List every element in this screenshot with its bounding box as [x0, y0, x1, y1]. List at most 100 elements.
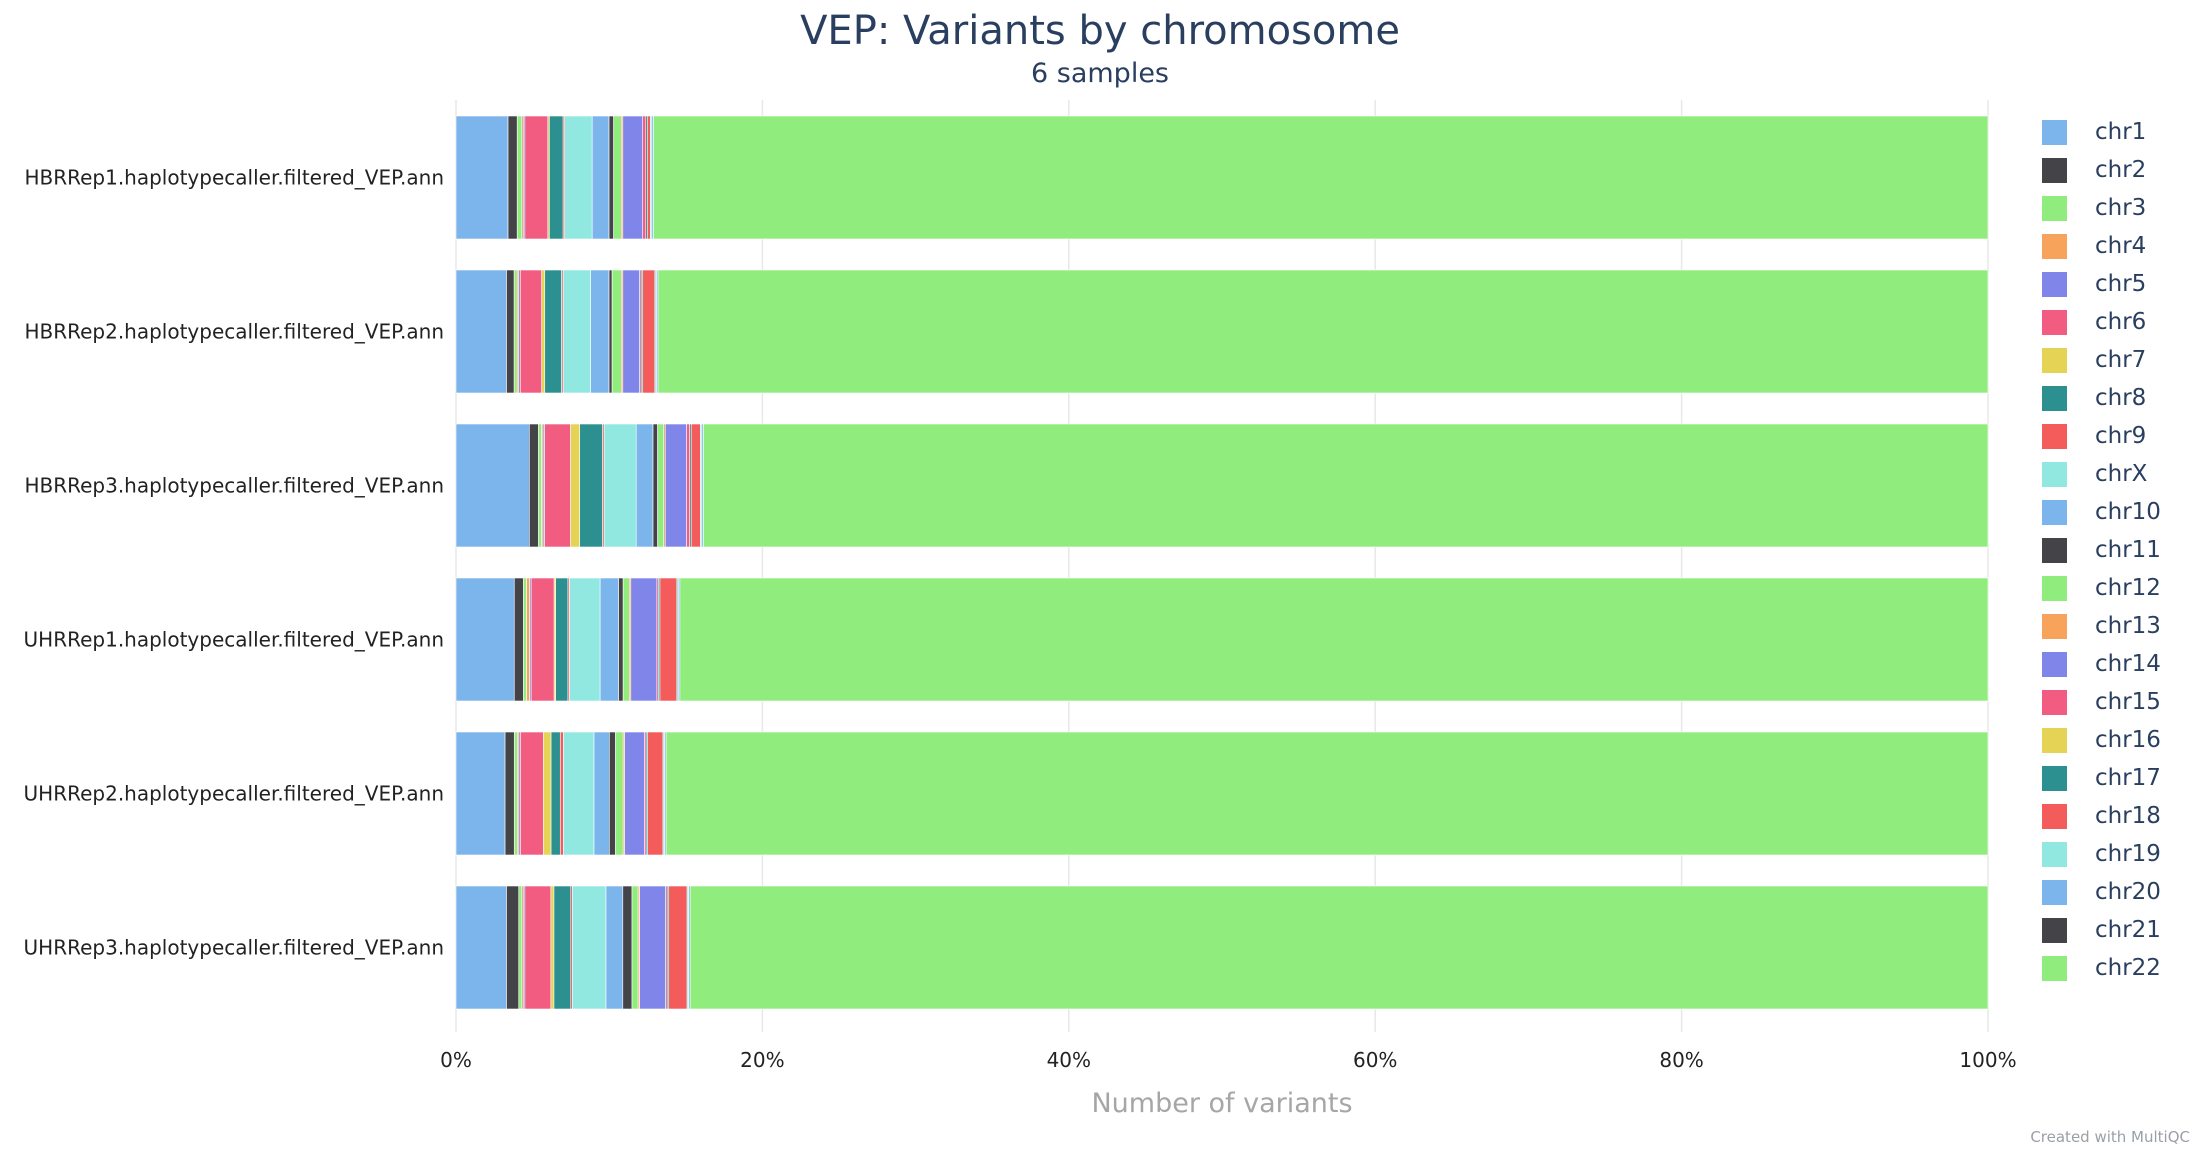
bar-segment-chr6 [519, 269, 543, 394]
legend-label: chr16 [2095, 727, 2161, 753]
bar-segment-chr22 [653, 115, 1989, 240]
legend-label: chr8 [2095, 385, 2147, 411]
bar-segment-chr22 [679, 577, 1989, 702]
legend-label: chr1 [2095, 119, 2147, 145]
legend-item-chr7[interactable]: chr7 [2042, 341, 2161, 379]
bar-segment-chr2 [529, 423, 539, 548]
bar-segment-chr10 [635, 423, 654, 548]
legend-swatch [2042, 385, 2067, 411]
bar-segment-chrX [603, 423, 637, 548]
legend-item-chr3[interactable]: chr3 [2042, 189, 2161, 227]
bar-segment-chr3 [518, 885, 523, 1010]
chart-legend: chr1 chr2 chr3 chr4 chr5 chr6 chr7 chr8 chr9 chrX… [2042, 113, 2161, 987]
legend-item-chr22[interactable]: chr22 [2042, 949, 2161, 987]
bar-segment-chr2 [506, 269, 515, 394]
bar-segment-chr1 [455, 577, 515, 702]
legend-item-chr1[interactable]: chr1 [2042, 113, 2161, 151]
legend-swatch [2042, 537, 2067, 563]
legend-label: chr13 [2095, 613, 2161, 639]
legend-swatch [2042, 651, 2067, 677]
legend-item-chr11[interactable]: chr11 [2042, 531, 2161, 569]
bar-segment-chr3 [513, 731, 518, 856]
legend-item-chr16[interactable]: chr16 [2042, 721, 2161, 759]
bar-segment-chr8 [549, 115, 564, 240]
legend-item-chr10[interactable]: chr10 [2042, 493, 2161, 531]
legend-swatch [2042, 575, 2067, 601]
legend-item-chr9[interactable]: chr9 [2042, 417, 2161, 455]
bar-segment-chrX [572, 885, 607, 1010]
bar-segment-chr18 [647, 115, 651, 240]
legend-item-chr19[interactable]: chr19 [2042, 835, 2161, 873]
legend-item-chr18[interactable]: chr18 [2042, 797, 2161, 835]
legend-item-chr5[interactable]: chr5 [2042, 265, 2161, 303]
bar-segment-chr15 [686, 423, 690, 548]
legend-item-chr17[interactable]: chr17 [2042, 759, 2161, 797]
x-tick-label: 80% [1659, 1048, 1703, 1072]
bar-segment-chr2 [507, 115, 518, 240]
bar-segment-chr3 [538, 423, 542, 548]
bar-segment-chr14 [630, 577, 658, 702]
legend-swatch [2042, 233, 2067, 259]
legend-swatch [2042, 917, 2067, 943]
bar-segment-chr12 [613, 115, 622, 240]
bar-segment-chr2 [504, 731, 515, 856]
legend-label: chr6 [2095, 309, 2147, 335]
legend-item-chr6[interactable]: chr6 [2042, 303, 2161, 341]
bar-segment-chr1 [455, 269, 507, 394]
legend-item-chr13[interactable]: chr13 [2042, 607, 2161, 645]
bar-segment-chr3 [523, 577, 527, 702]
bar-segment-chr6 [524, 885, 552, 1010]
bar-segment-chr1 [455, 731, 506, 856]
bar-segment-chr14 [639, 885, 666, 1010]
legend-item-chr14[interactable]: chr14 [2042, 645, 2161, 683]
legend-item-chr20[interactable]: chr20 [2042, 873, 2161, 911]
bar-segment-chr6 [520, 731, 544, 856]
legend-label: chr9 [2095, 423, 2147, 449]
legend-label: chr3 [2095, 195, 2147, 221]
legend-item-chr4[interactable]: chr4 [2042, 227, 2161, 265]
y-category-label: HBRRep1.haplotypecaller.filtered_VEP.ann [24, 166, 444, 190]
legend-item-chr21[interactable]: chr21 [2042, 911, 2161, 949]
legend-swatch [2042, 309, 2067, 335]
x-axis-label: Number of variants [1091, 1088, 1352, 1119]
legend-swatch [2042, 727, 2067, 753]
bar-segment-chr4 [526, 577, 530, 702]
bar-segment-chr7 [550, 885, 555, 1010]
legend-label: chr4 [2095, 233, 2147, 259]
x-tick-label: 40% [1047, 1048, 1091, 1072]
bar-segment-chr22 [665, 731, 1989, 856]
legend-label: chr21 [2095, 917, 2161, 943]
legend-item-chrX[interactable]: chrX [2042, 455, 2161, 493]
bar-segment-chr2 [513, 577, 524, 702]
legend-swatch [2042, 119, 2067, 145]
bar-segment-chr10 [591, 115, 610, 240]
bar-segment-chr1 [455, 423, 530, 548]
legend-label: chr7 [2095, 347, 2147, 373]
bar-segment-chr10 [590, 269, 610, 394]
bar-segment-chr12 [622, 577, 630, 702]
bar-segment-chr11 [618, 577, 624, 702]
bar-segment-chr10 [599, 577, 619, 702]
legend-label: chr10 [2095, 499, 2161, 525]
legend-swatch [2042, 955, 2067, 981]
legend-swatch [2042, 195, 2067, 221]
legend-item-chr2[interactable]: chr2 [2042, 151, 2161, 189]
legend-item-chr15[interactable]: chr15 [2042, 683, 2161, 721]
bar-segment-chr10 [593, 731, 610, 856]
legend-label: chr12 [2095, 575, 2161, 601]
legend-item-chr8[interactable]: chr8 [2042, 379, 2161, 417]
bar-segment-chr2 [506, 885, 520, 1010]
y-category-label: UHRRep1.haplotypecaller.filtered_VEP.ann [24, 628, 444, 652]
legend-label: chr5 [2095, 271, 2147, 297]
bar-segment-chr22 [657, 269, 1989, 394]
bar-segment-chr18 [668, 885, 688, 1010]
bar-segment-chrX [564, 115, 593, 240]
bar-segment-chr12 [631, 885, 639, 1010]
legend-item-chr12[interactable]: chr12 [2042, 569, 2161, 607]
legend-label: chr17 [2095, 765, 2161, 791]
bar-segment-chrX [569, 577, 601, 702]
bar-segment-chr7 [543, 731, 552, 856]
legend-swatch [2042, 765, 2067, 791]
bar-segment-chr3 [516, 115, 523, 240]
